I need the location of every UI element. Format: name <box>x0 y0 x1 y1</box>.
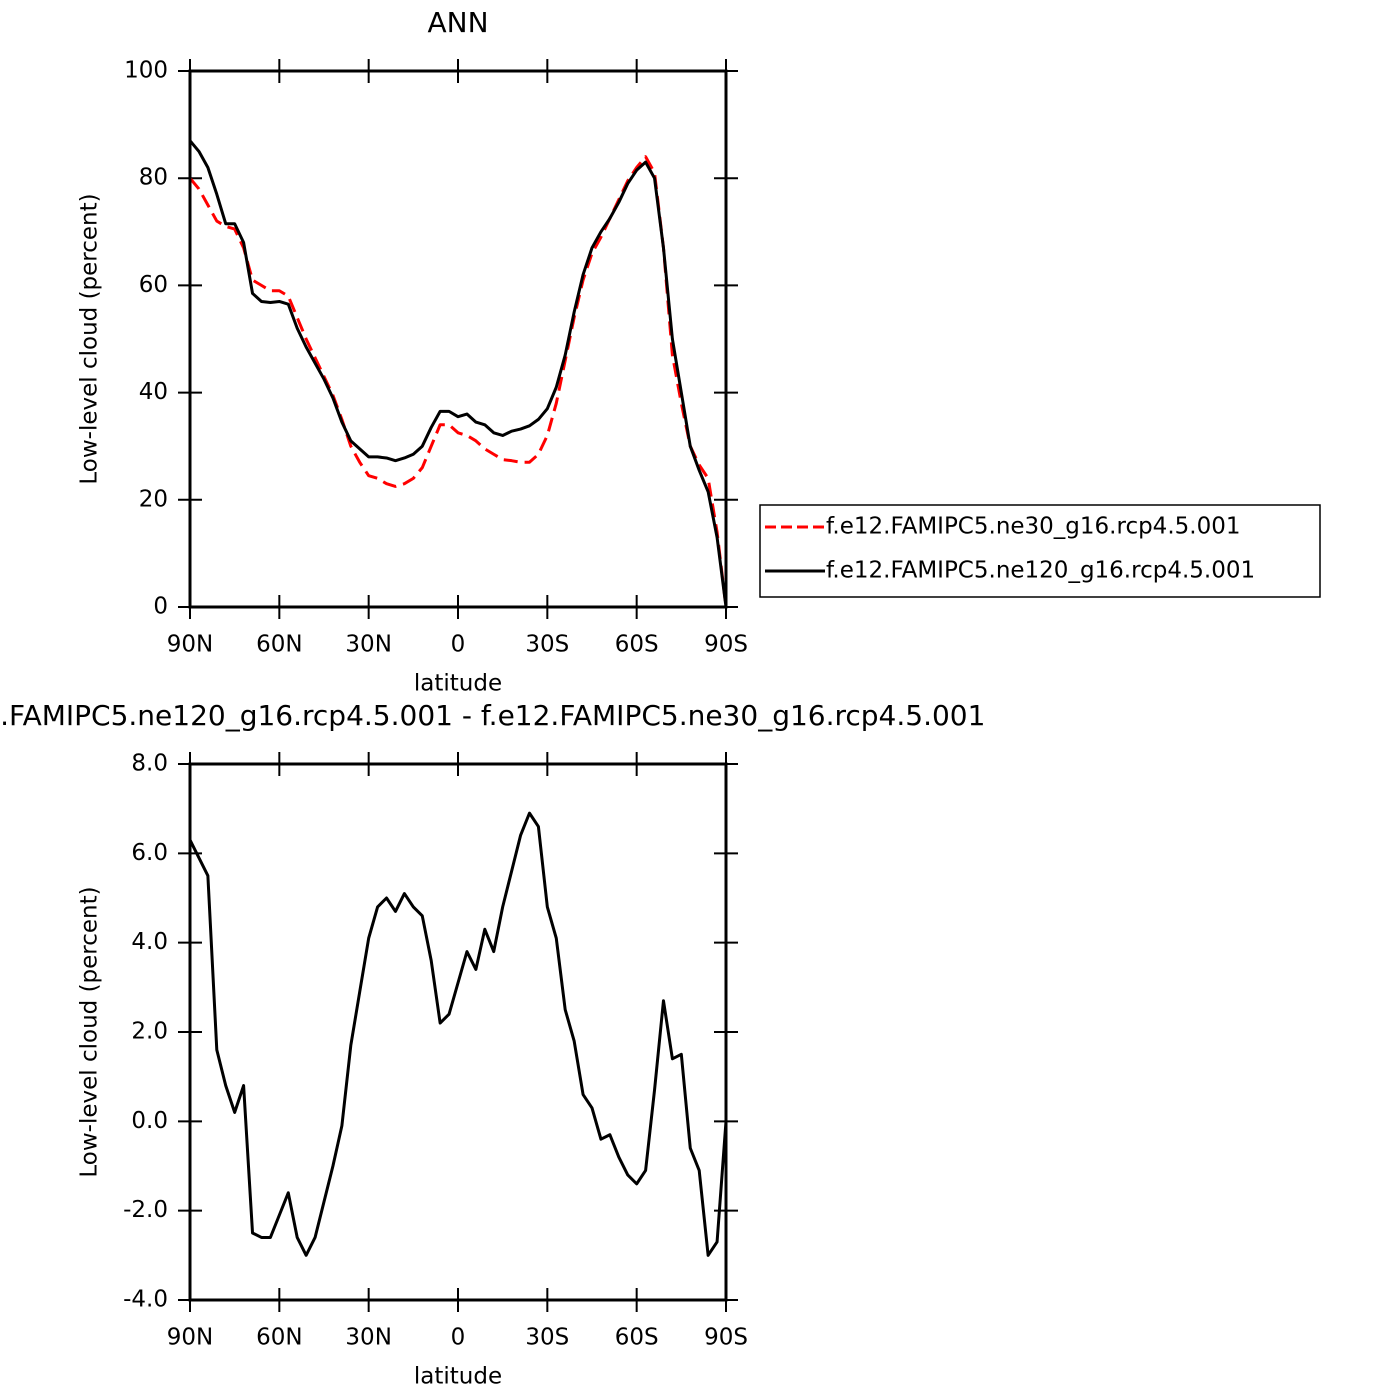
x-tick-label: 30N <box>345 1325 391 1351</box>
y-tick-label: 100 <box>124 58 168 84</box>
y-tick-label: -4.0 <box>123 1287 168 1313</box>
x-tick-label: 60N <box>256 632 302 658</box>
chart-title: ANN <box>427 6 488 39</box>
y-tick-label: -2.0 <box>123 1197 168 1223</box>
x-tick-label: 30S <box>525 632 569 658</box>
x-tick-label: 90N <box>167 1325 213 1351</box>
x-tick-label: 30S <box>525 1325 569 1351</box>
x-tick-label: 60S <box>615 1325 659 1351</box>
plot-frame <box>188 69 728 609</box>
y-axis-label: Low-level cloud (percent) <box>77 193 103 484</box>
y-tick-label: 4.0 <box>131 929 168 955</box>
plot-frame <box>188 762 728 1302</box>
y-tick-label: 6.0 <box>131 840 168 866</box>
x-tick-label: 0 <box>451 632 466 658</box>
legend-label: f.e12.FAMIPC5.ne120_g16.rcp4.5.001 <box>826 558 1255 584</box>
y-axis-label: Low-level cloud (percent) <box>77 886 103 1177</box>
legend-box <box>759 504 1321 598</box>
y-tick-label: 20 <box>139 486 168 512</box>
x-tick-label: 0 <box>451 1325 466 1351</box>
y-tick-label: 0 <box>153 594 168 620</box>
x-tick-label: 60N <box>256 1325 302 1351</box>
chart-title: f.e12.FAMIPC5.ne120_g16.rcp4.5.001 - f.e… <box>0 699 985 732</box>
y-tick-label: 2.0 <box>131 1019 168 1045</box>
x-tick-label: 60S <box>615 632 659 658</box>
data-line <box>188 139 728 608</box>
x-axis-label: latitude <box>414 1364 502 1390</box>
y-tick-label: 8.0 <box>131 751 168 777</box>
x-tick-label: 30N <box>345 632 391 658</box>
y-tick-label: 80 <box>139 165 168 191</box>
y-tick-label: 0.0 <box>131 1108 168 1134</box>
y-tick-label: 60 <box>139 272 168 298</box>
data-line <box>188 155 728 608</box>
data-line <box>188 811 728 1257</box>
x-tick-label: 90S <box>704 632 748 658</box>
x-axis-label: latitude <box>414 671 502 697</box>
x-tick-label: 90N <box>167 632 213 658</box>
y-tick-label: 40 <box>139 379 168 405</box>
legend-label: f.e12.FAMIPC5.ne30_g16.rcp4.5.001 <box>826 514 1240 540</box>
x-tick-label: 90S <box>704 1325 748 1351</box>
